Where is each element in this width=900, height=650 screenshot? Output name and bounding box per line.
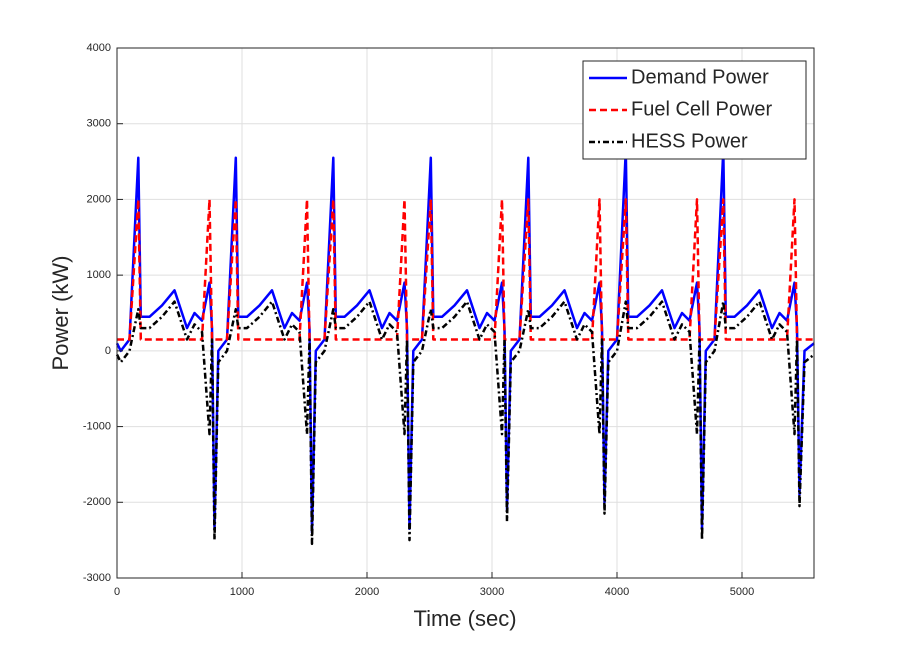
x-tick-label: 3000: [480, 586, 504, 598]
y-tick-label: -2000: [83, 496, 111, 508]
x-tick-label: 5000: [730, 586, 754, 598]
y-tick-label: 3000: [87, 118, 111, 130]
x-tick-label: 4000: [605, 586, 629, 598]
legend-label: Fuel Cell Power: [631, 98, 773, 120]
y-tick-label: 4000: [87, 42, 111, 54]
x-tick-label: 0: [114, 586, 120, 598]
y-tick-label: 0: [105, 345, 111, 357]
series-line: [115, 148, 815, 534]
ticks: 0 1000 2000 3000 4000 5000 -3000 -2000 -1000 0 100…: [83, 42, 754, 598]
y-tick-label: -1000: [83, 420, 111, 432]
x-tick-label: 1000: [230, 586, 254, 598]
y-tick-label: -3000: [83, 572, 111, 584]
legend: Demand Power Fuel Cell Power HESS Power: [582, 60, 807, 160]
series-line: [115, 300, 815, 546]
lines: [115, 148, 815, 546]
legend-label: Demand Power: [631, 66, 769, 88]
y-tick-label: 2000: [87, 193, 111, 205]
legend-label: HESS Power: [631, 130, 748, 152]
x-axis-label: Time (sec): [413, 606, 516, 631]
axes-box: [116, 47, 815, 579]
y-tick-label: 1000: [87, 269, 111, 281]
x-tick-label: 2000: [355, 586, 379, 598]
y-axis-label: Power (kW): [48, 256, 73, 371]
